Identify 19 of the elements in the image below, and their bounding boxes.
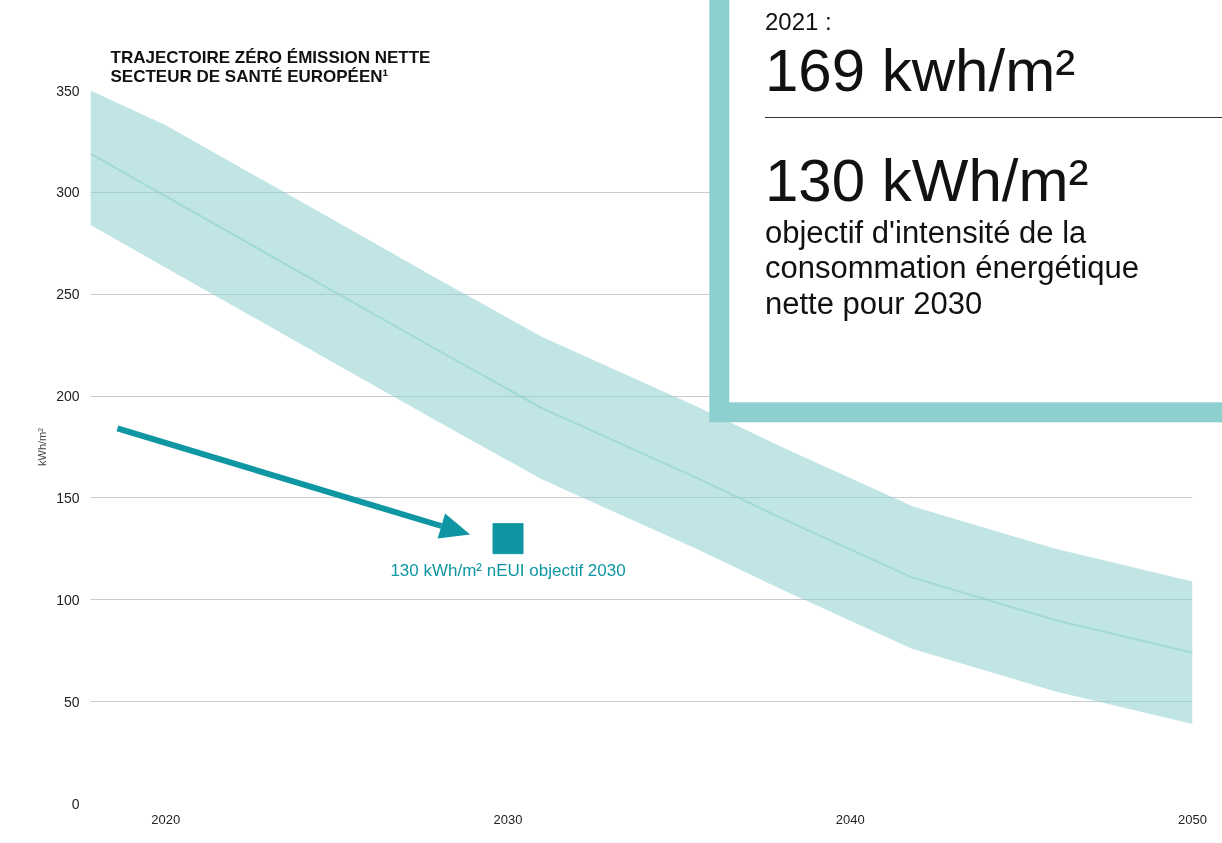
y-tick-label: 50 [63, 693, 80, 710]
x-tick-label: 2050 [1178, 811, 1207, 827]
y-tick-label: 300 [56, 184, 80, 201]
chart-title: TRAJECTOIRE ZÉRO ÉMISSION NETTE SECTEUR DE SANTÉ EUROPÉEN¹ [110, 47, 431, 86]
x-tick-label: 2020 [151, 811, 181, 827]
annotation: objectif d'intensité de la consommation énergétique nette pour 2030 [765, 214, 1140, 322]
y-tick-label: 150 [56, 489, 80, 506]
text: 2021 : [765, 8, 833, 36]
x-tick-label: 2030 [493, 811, 523, 827]
annotation: 169 kwh/m² [765, 35, 1077, 105]
y-tick-label: 350 [56, 82, 80, 99]
annotation: 130 kWh/m² [765, 145, 1090, 215]
y-tick-label: 0 [71, 795, 80, 812]
y-tick-label: 100 [56, 591, 80, 608]
y-axis-title: kWh/m² [36, 427, 49, 466]
x-tick-label: 2040 [835, 811, 865, 827]
annotation: 130 kWh/m² nEUI objectif 2030 [390, 560, 626, 580]
y-tick-label: 200 [56, 388, 80, 405]
y-tick-label: 250 [56, 286, 80, 303]
